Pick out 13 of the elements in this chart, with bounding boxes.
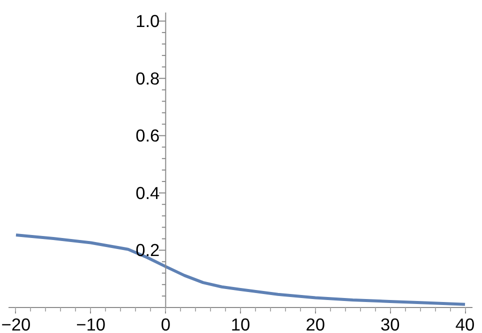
x-tick-label: 30 [380,314,400,333]
x-tick-label: 20 [306,314,325,333]
x-tick-label: 10 [230,314,250,333]
y-tick-label: 1.0 [136,11,160,32]
line-series [14,234,467,306]
x-tick-label: 0 [160,314,170,333]
x-tick-label: −20 [1,314,31,333]
x-tick-label: 40 [455,314,475,333]
y-tick-label: 0.8 [136,68,160,88]
y-tick-label: 0.2 [136,240,160,260]
x-tick-label: −10 [76,314,106,333]
y-tick-label: 0.4 [136,182,160,203]
y-tick-label: 0.6 [136,126,160,146]
